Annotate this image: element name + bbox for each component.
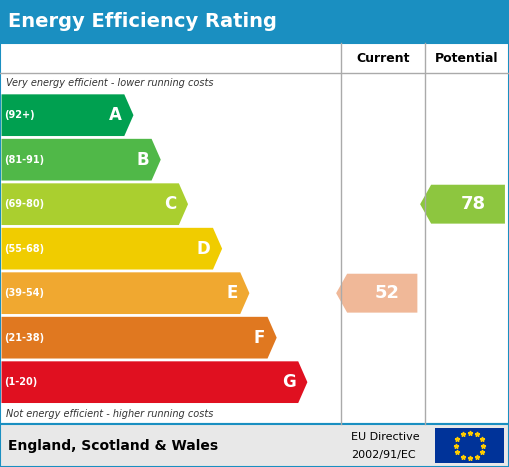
Text: 52: 52 xyxy=(375,284,400,302)
Bar xyxy=(0,0,509,43)
Text: G: G xyxy=(282,373,296,391)
Text: (55-68): (55-68) xyxy=(4,244,44,254)
Text: Current: Current xyxy=(356,52,410,64)
Text: C: C xyxy=(164,195,176,213)
Text: (21-38): (21-38) xyxy=(4,333,44,343)
Text: A: A xyxy=(109,106,122,124)
Text: (92+): (92+) xyxy=(4,110,35,120)
Text: D: D xyxy=(196,240,210,258)
Text: Energy Efficiency Rating: Energy Efficiency Rating xyxy=(8,12,276,31)
Text: (39-54): (39-54) xyxy=(4,288,44,298)
Text: EU Directive: EU Directive xyxy=(351,432,420,442)
Text: E: E xyxy=(227,284,238,302)
Text: 2002/91/EC: 2002/91/EC xyxy=(351,450,416,460)
Polygon shape xyxy=(2,272,249,314)
Polygon shape xyxy=(2,94,133,136)
Polygon shape xyxy=(2,361,307,403)
Polygon shape xyxy=(2,184,188,225)
Polygon shape xyxy=(2,228,222,269)
Text: F: F xyxy=(253,329,265,347)
Polygon shape xyxy=(2,139,161,181)
Text: (69-80): (69-80) xyxy=(4,199,44,209)
Polygon shape xyxy=(420,185,505,224)
Polygon shape xyxy=(2,317,277,359)
Text: Not energy efficient - higher running costs: Not energy efficient - higher running co… xyxy=(6,409,213,419)
Text: Very energy efficient - lower running costs: Very energy efficient - lower running co… xyxy=(6,78,214,88)
Bar xyxy=(435,428,504,463)
Text: 78: 78 xyxy=(461,195,486,213)
Text: (1-20): (1-20) xyxy=(4,377,37,387)
Text: B: B xyxy=(136,151,149,169)
Bar xyxy=(0,424,509,467)
Text: (81-91): (81-91) xyxy=(4,155,44,165)
Text: England, Scotland & Wales: England, Scotland & Wales xyxy=(8,439,218,453)
Text: Potential: Potential xyxy=(435,52,499,64)
Bar xyxy=(0,43,509,424)
Polygon shape xyxy=(336,274,417,312)
